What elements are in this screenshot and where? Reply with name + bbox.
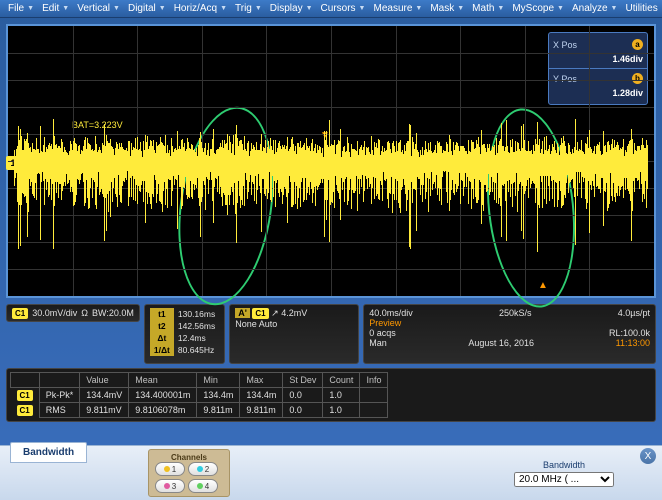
channel-scale: 30.0mV/div [32, 308, 77, 318]
stats-header: Count [323, 373, 360, 388]
bandwidth-label: Bandwidth [543, 460, 585, 470]
waveform-display[interactable]: BAT=3.223V 1 ▼ ▲ X Posa 1.46div Y Posb 1… [6, 24, 656, 298]
menu-vertical[interactable]: Vertical [71, 1, 116, 16]
dropdown-icon: ▼ [255, 5, 262, 12]
table-row: C1RMS9.811mV9.8106078m9.811m9.811m0.01.0 [11, 403, 388, 418]
cursor-t2-value: 142.56ms [174, 320, 219, 332]
channels-title: Channels [155, 453, 223, 462]
record-length: RL:100.0k [609, 328, 650, 338]
badge-a: a [632, 39, 643, 50]
channel-button-1[interactable]: 1 [155, 462, 185, 476]
menu-cursors[interactable]: Cursors [315, 1, 362, 16]
menu-edit[interactable]: Edit [36, 1, 65, 16]
bandwidth-select[interactable]: 20.0 MHz ( ... [514, 472, 614, 487]
stats-header: Value [80, 373, 129, 388]
trig-mode: None [235, 319, 257, 329]
dropdown-icon: ▼ [27, 5, 34, 12]
dropdown-icon: ▼ [159, 5, 166, 12]
cursor-t1-value: 130.16ms [174, 308, 219, 320]
stats-header: Info [360, 373, 388, 388]
menu-digital[interactable]: Digital [122, 1, 162, 16]
menu-utilities[interactable]: Utilities [619, 1, 662, 16]
menu-analyze[interactable]: Analyze [566, 1, 614, 16]
position-panel: X Pos a 1.46div Y Pos b 1.28div [548, 32, 648, 105]
menu-myscope[interactable]: MyScope [506, 1, 560, 16]
timebase-scale: 40.0ms/div [369, 308, 413, 318]
bottom-panel: Bandwidth Channels 1234 Bandwidth 20.0 M… [0, 445, 662, 500]
cursor-dt-label: Δt [150, 332, 174, 344]
stats-header: Min [197, 373, 240, 388]
annotation-circle-1 [167, 101, 286, 312]
acq-time: 11:13:00 [616, 338, 650, 348]
acq-date: August 16, 2016 [468, 338, 534, 348]
channels-box: Channels 1234 [148, 449, 230, 497]
menu-mask[interactable]: Mask [424, 1, 460, 16]
stats-header [39, 373, 80, 388]
cursor-t1-label: t1 [150, 308, 174, 320]
stats-header: Max [240, 373, 283, 388]
dropdown-icon: ▼ [306, 5, 313, 12]
time-res: 4.0µs/pt [618, 308, 650, 318]
bandwidth-readout: BW:20.0M [92, 308, 134, 318]
xpos-label: X Pos [553, 40, 577, 50]
sample-rate: 250kS/s [499, 308, 532, 318]
menu-math[interactable]: Math [466, 1, 500, 16]
trig-type: A' [235, 308, 250, 318]
stats-header: Mean [129, 373, 197, 388]
panel-close-button[interactable]: X [640, 448, 656, 464]
dropdown-icon: ▼ [415, 5, 422, 12]
dropdown-icon: ▼ [220, 5, 227, 12]
acqs-label: 0 acqs [369, 328, 396, 338]
table-row: C1Pk-Pk*134.4mV134.400001m134.4m134.4m0.… [11, 388, 388, 403]
acq-mode: Man [369, 338, 387, 348]
dropdown-icon: ▼ [359, 5, 366, 12]
channel-readout[interactable]: C1 30.0mV/div Ω BW:20.0M [6, 304, 140, 322]
dropdown-icon: ▼ [457, 5, 464, 12]
menu-display[interactable]: Display [264, 1, 309, 16]
bandwidth-control: Bandwidth 20.0 MHz ( ... [514, 460, 614, 487]
menu-bar: File▼Edit▼Vertical▼Digital▼Horiz/Acq▼Tri… [0, 0, 662, 18]
cursor-t2-label: t2 [150, 320, 174, 332]
dropdown-icon: ▼ [113, 5, 120, 12]
cursor-freq-label: 1/Δt [150, 344, 174, 356]
channel-chip: C1 [12, 308, 28, 319]
channel-button-3[interactable]: 3 [155, 479, 185, 493]
dropdown-icon: ▼ [497, 5, 504, 12]
xpos-value: 1.46div [612, 54, 643, 64]
bandwidth-tab[interactable]: Bandwidth [10, 442, 87, 463]
channel-button-2[interactable]: 2 [188, 462, 218, 476]
menu-trig[interactable]: Trig [229, 1, 258, 16]
trig-src-chip: C1 [252, 308, 268, 319]
cursor-dt-value: 12.4ms [174, 332, 219, 344]
ypos-value: 1.28div [612, 88, 643, 98]
dropdown-icon: ▼ [557, 5, 564, 12]
readout-row: C1 30.0mV/div Ω BW:20.0M t1130.16ms t214… [6, 304, 656, 364]
cursor-readout[interactable]: t1130.16ms t2142.56ms Δt12.4ms 1/Δt80.64… [144, 304, 225, 364]
stats-header: St Dev [283, 373, 323, 388]
trigger-readout[interactable]: A' C1 ↗ 4.2mV None Auto [229, 304, 359, 364]
dropdown-icon: ▼ [62, 5, 69, 12]
menu-measure[interactable]: Measure [367, 1, 418, 16]
stats-header [11, 373, 40, 388]
trig-level: 4.2mV [281, 308, 307, 318]
trig-slope-icon: ↗ [271, 308, 279, 318]
measurement-table: ValueMeanMinMaxSt DevCountInfoC1Pk-Pk*13… [6, 368, 656, 422]
menu-file[interactable]: File [2, 1, 30, 16]
annotation-circle-2 [478, 104, 584, 312]
menu-horizacq[interactable]: Horiz/Acq [168, 1, 223, 16]
ypos-label: Y Pos [553, 74, 577, 84]
timebase-readout[interactable]: 40.0ms/div 250kS/s 4.0µs/pt Preview 0 ac… [363, 304, 656, 364]
dropdown-icon: ▼ [611, 5, 618, 12]
bat-annotation: BAT=3.223V [72, 120, 123, 130]
cursor-freq-value: 80.645Hz [174, 344, 219, 356]
channel-button-4[interactable]: 4 [188, 479, 218, 493]
coupling-icon: Ω [81, 308, 88, 318]
trig-state: Auto [259, 319, 278, 329]
preview-label: Preview [369, 318, 401, 328]
badge-b: b [632, 73, 643, 84]
